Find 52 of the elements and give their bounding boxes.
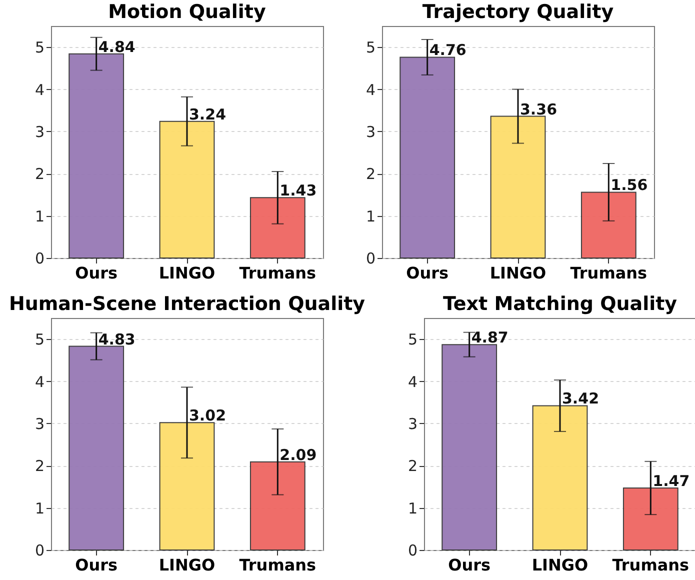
chart-title: Trajectory Quality	[422, 1, 614, 23]
data-label: 1.43	[280, 182, 317, 200]
x-tick-label: Trumans	[570, 264, 648, 282]
y-tick-label: 4	[366, 80, 376, 99]
x-tick-label: LINGO	[158, 264, 216, 282]
y-tick-label: 2	[408, 457, 418, 476]
y-tick-label: 0	[34, 542, 44, 560]
y-tick-label: 1	[34, 207, 44, 226]
y-tick-label: 4	[408, 372, 418, 391]
data-label: 3.42	[562, 390, 600, 408]
y-tick-label: 1	[34, 499, 44, 518]
data-label: 2.09	[280, 446, 317, 464]
y-tick-label: 0	[34, 250, 44, 268]
data-label: 4.84	[98, 38, 136, 56]
data-label: 3.24	[189, 105, 226, 124]
data-label: 3.02	[189, 406, 226, 425]
y-tick-label: 1	[408, 499, 418, 518]
data-label: 1.47	[652, 472, 690, 490]
x-tick-label: Trumans	[239, 264, 316, 282]
y-tick-label: 2	[34, 165, 44, 184]
y-tick-label: 5	[408, 330, 418, 349]
y-tick-label: 1	[366, 207, 376, 226]
x-tick-label: LINGO	[490, 264, 546, 282]
x-tick-label: Trumans	[612, 556, 690, 574]
x-tick-label: LINGO	[532, 556, 588, 574]
x-tick-label: Ours	[406, 264, 449, 282]
x-tick-label: LINGO	[158, 556, 216, 574]
y-tick-label: 5	[34, 38, 44, 57]
y-tick-label: 3	[34, 414, 44, 433]
y-tick-label: 4	[34, 80, 44, 99]
y-tick-label: 3	[408, 414, 418, 433]
y-tick-label: 5	[34, 330, 44, 349]
x-tick-label: Ours	[75, 264, 118, 282]
y-tick-label: 4	[34, 372, 44, 391]
chart-title: Human-Scene Interaction Quality	[8, 293, 366, 315]
y-tick-label: 2	[34, 457, 44, 476]
x-tick-label: Ours	[448, 556, 491, 574]
y-tick-label: 5	[366, 38, 376, 57]
data-label: 4.83	[98, 330, 136, 348]
chart-title: Text Matching Quality	[442, 293, 678, 315]
x-tick-label: Trumans	[239, 556, 316, 574]
x-tick-label: Ours	[75, 556, 118, 574]
y-tick-label: 2	[366, 165, 376, 184]
data-label: 4.76	[429, 41, 466, 60]
y-tick-label: 3	[366, 122, 376, 141]
y-tick-label: 0	[408, 542, 418, 560]
y-tick-label: 0	[366, 250, 376, 268]
data-label: 4.87	[471, 328, 508, 347]
data-label: 3.36	[520, 100, 558, 118]
data-label: 1.56	[610, 176, 648, 194]
y-tick-label: 3	[34, 122, 44, 141]
chart-title: Motion Quality	[108, 1, 266, 23]
